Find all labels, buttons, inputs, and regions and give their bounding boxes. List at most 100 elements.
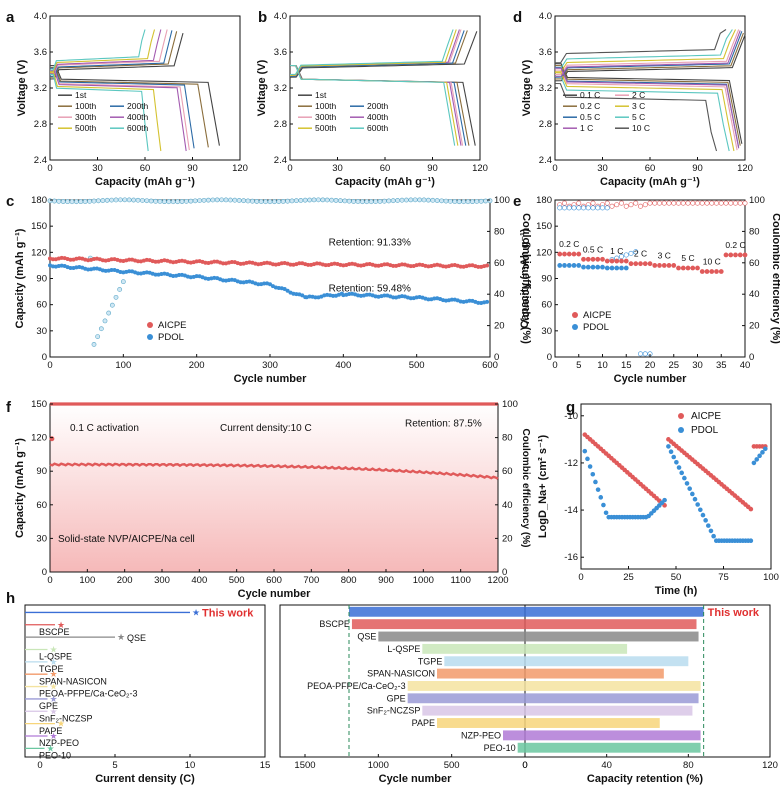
annotation: Retention: 59.48% (329, 284, 411, 295)
ce-point (723, 200, 729, 206)
ce-point (439, 198, 444, 204)
ce-point (175, 199, 180, 205)
x-tick-label: 40 (601, 760, 612, 771)
capacity-point-PDOL (291, 291, 296, 296)
ce-point (408, 197, 414, 203)
capacity-point-AICPE (733, 252, 738, 258)
ce-point (201, 197, 207, 203)
x-tick-label: 120 (232, 163, 248, 174)
ce-point (595, 205, 601, 211)
y-tick-label: 100 (749, 195, 765, 206)
capacity-point-AICPE (737, 252, 743, 258)
capacity-point-AICPE (718, 269, 724, 274)
capacity-point-PDOL (50, 264, 55, 269)
category-label: PEO-10 (39, 751, 71, 761)
cycle-bar (378, 631, 525, 642)
y-tick-label: 120 (31, 433, 47, 444)
discharge-curve-600th (49, 73, 149, 152)
cycle-bar (437, 668, 525, 679)
diffusion-point-PDOL (711, 533, 716, 539)
y-tick-label: -12 (564, 458, 578, 469)
capacity-point-PDOL (262, 281, 267, 286)
capacity-point-AICPE (458, 264, 463, 269)
ce-point (135, 197, 141, 203)
ce-point (289, 198, 295, 204)
y-axis-title: Voltage (V) (521, 59, 533, 116)
x-axis-title: Cycle number (379, 773, 452, 785)
y-tick-label: 60 (541, 300, 552, 311)
y-tick-label: 60 (502, 466, 513, 477)
y-tick-label: 2.8 (34, 119, 47, 130)
ce-point (642, 202, 648, 208)
x-tick-label: 90 (427, 163, 438, 174)
x-tick-label: 15 (260, 760, 271, 771)
y-tick-label: 40 (494, 289, 505, 300)
x-tick-label: 200 (189, 360, 205, 371)
diffusion-point-PDOL (587, 464, 593, 469)
y-tick-label: 100 (502, 399, 518, 410)
legend-entry: 500th (315, 123, 337, 133)
diffusion-point-PDOL (706, 523, 711, 528)
ce-point (604, 200, 610, 206)
retention-bar (525, 668, 664, 679)
capacity-point-PDOL (153, 272, 158, 277)
capacity-point-PDOL (171, 273, 176, 278)
x-tick-label: 600 (266, 575, 282, 586)
diffusion-point-PDOL (754, 457, 760, 462)
capacity-point-AICPE (153, 259, 158, 264)
category-label: PAPE (412, 718, 435, 728)
x-tick-label: 25 (623, 572, 634, 583)
ce-point (633, 249, 639, 255)
ce-point (709, 200, 715, 206)
ce-point (102, 318, 108, 324)
discharge-curve-600th (289, 64, 456, 146)
ce-point (386, 198, 392, 204)
annotation: Current density:10 C (220, 423, 312, 434)
y2-axis-title: Coulombic efficiency (%) (520, 213, 532, 344)
annotation: Retention: 91.33% (329, 237, 411, 248)
ce-point (87, 198, 92, 204)
x-axis-title: Capacity (mAh g⁻¹) (335, 176, 435, 188)
discharge-curve-0.1 C (554, 63, 743, 144)
ce-point (109, 197, 114, 203)
rate-label: 5 C (681, 253, 694, 263)
capacity-point-PDOL (566, 263, 572, 268)
annotation: 0.1 C activation (70, 423, 139, 434)
legend-entry: 3 C (632, 101, 645, 111)
diffusion-point-PDOL (700, 512, 706, 518)
discharge-curve-1st (49, 64, 220, 146)
ce-point (614, 202, 620, 208)
ce-point (183, 198, 189, 204)
x-tick-label: 0 (552, 163, 557, 174)
discharge-curve-400th (49, 70, 187, 152)
ce-point (197, 198, 202, 203)
capacity-point-AICPE (59, 255, 64, 260)
capacity-point-AICPE (585, 256, 591, 262)
plot-background (50, 404, 498, 572)
x-tick-label: 10 (185, 760, 196, 771)
ce-point (430, 197, 436, 203)
plot-frame-g (580, 403, 772, 570)
capacity-point-PDOL (118, 269, 123, 274)
diffusion-point-PDOL (757, 453, 762, 459)
category-label: L-QSPE (39, 652, 72, 662)
ce-point (227, 197, 233, 203)
x-tick-label: 30 (332, 163, 343, 174)
capacity-point-PDOL (313, 295, 318, 300)
capacity-point-PDOL (226, 278, 231, 283)
capacity-point-AICPE (723, 252, 729, 258)
y-tick-label: 60 (36, 500, 47, 511)
ce-point (104, 197, 110, 203)
charge-curve-100th (49, 31, 178, 78)
x-axis-title: Capacity (mAh g⁻¹) (95, 176, 195, 188)
diffusion-point-PDOL (598, 495, 604, 500)
panel-label-g: g (566, 399, 575, 416)
diffusion-point-PDOL (748, 538, 754, 544)
capacity-point-PDOL (300, 293, 305, 298)
capacity-point-AICPE (408, 264, 413, 269)
capacity-point-AICPE (171, 260, 176, 265)
cycle-bar (444, 656, 525, 667)
ce-point (718, 200, 724, 206)
capacity-point-AICPE (595, 256, 601, 262)
retention-bar (525, 730, 701, 741)
